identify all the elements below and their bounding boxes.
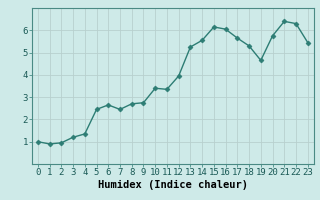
X-axis label: Humidex (Indice chaleur): Humidex (Indice chaleur) (98, 180, 248, 190)
